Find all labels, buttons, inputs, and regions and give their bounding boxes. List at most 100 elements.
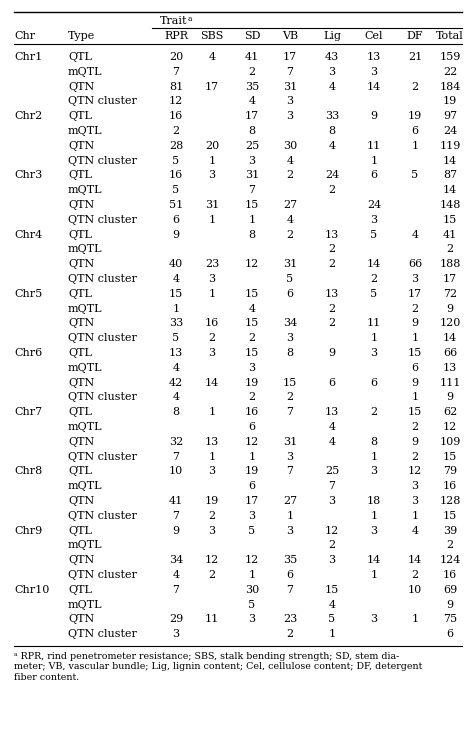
Text: 4: 4: [328, 437, 336, 447]
Text: 2: 2: [248, 67, 255, 77]
Text: 15: 15: [245, 200, 259, 210]
Text: 31: 31: [283, 437, 297, 447]
Text: Chr2: Chr2: [14, 111, 42, 121]
Text: QTN cluster: QTN cluster: [68, 333, 137, 343]
Text: 27: 27: [283, 200, 297, 210]
Text: 15: 15: [443, 215, 457, 225]
Text: 16: 16: [169, 111, 183, 121]
Text: 6: 6: [411, 126, 419, 136]
Text: 1: 1: [371, 570, 378, 580]
Text: 4: 4: [248, 304, 255, 314]
Text: QTN cluster: QTN cluster: [68, 96, 137, 106]
Text: 30: 30: [245, 585, 259, 595]
Text: QTN: QTN: [68, 378, 94, 387]
Text: 9: 9: [447, 304, 454, 314]
Text: 184: 184: [439, 82, 461, 92]
Text: 87: 87: [443, 171, 457, 180]
Text: 17: 17: [443, 274, 457, 284]
Text: QTL: QTL: [68, 171, 92, 180]
Text: QTN cluster: QTN cluster: [68, 511, 137, 521]
Text: 6: 6: [411, 362, 419, 373]
Text: 19: 19: [245, 466, 259, 477]
Text: 9: 9: [447, 393, 454, 402]
Text: 2: 2: [209, 570, 216, 580]
Text: 16: 16: [443, 570, 457, 580]
Text: 19: 19: [245, 378, 259, 387]
Text: 3: 3: [371, 67, 378, 77]
Text: 33: 33: [169, 318, 183, 329]
Text: 62: 62: [443, 407, 457, 417]
Text: QTN: QTN: [68, 141, 94, 151]
Text: 13: 13: [325, 289, 339, 299]
Text: Chr: Chr: [14, 31, 35, 41]
Text: Total: Total: [436, 31, 464, 41]
Text: 1: 1: [328, 629, 336, 639]
Text: 1: 1: [411, 511, 419, 521]
Text: QTN: QTN: [68, 318, 94, 329]
Text: QTL: QTL: [68, 348, 92, 358]
Text: 3: 3: [209, 171, 216, 180]
Text: 148: 148: [439, 200, 461, 210]
Text: 3: 3: [286, 96, 293, 106]
Text: 34: 34: [283, 318, 297, 329]
Text: 66: 66: [443, 348, 457, 358]
Text: 2: 2: [248, 393, 255, 402]
Text: 4: 4: [328, 141, 336, 151]
Text: 12: 12: [169, 96, 183, 106]
Text: 2: 2: [209, 511, 216, 521]
Text: RPR: RPR: [164, 31, 188, 41]
Text: 3: 3: [411, 481, 419, 491]
Text: 7: 7: [173, 67, 180, 77]
Text: QTL: QTL: [68, 111, 92, 121]
Text: 31: 31: [245, 171, 259, 180]
Text: mQTL: mQTL: [68, 362, 102, 373]
Text: QTN: QTN: [68, 259, 94, 269]
Text: Trait: Trait: [160, 16, 188, 26]
Text: 23: 23: [283, 614, 297, 624]
Text: 17: 17: [205, 82, 219, 92]
Text: QTN cluster: QTN cluster: [68, 215, 137, 225]
Text: 19: 19: [443, 96, 457, 106]
Text: 27: 27: [283, 496, 297, 506]
Text: 15: 15: [245, 289, 259, 299]
Text: 3: 3: [173, 629, 180, 639]
Text: 5: 5: [371, 229, 378, 240]
Text: 11: 11: [367, 141, 381, 151]
Text: QTN cluster: QTN cluster: [68, 274, 137, 284]
Text: 12: 12: [408, 466, 422, 477]
Text: 14: 14: [443, 156, 457, 165]
Text: 8: 8: [173, 407, 180, 417]
Text: 2: 2: [328, 318, 336, 329]
Text: QTN: QTN: [68, 82, 94, 92]
Text: 2: 2: [411, 570, 419, 580]
Text: 17: 17: [408, 289, 422, 299]
Text: 81: 81: [169, 82, 183, 92]
Text: QTN: QTN: [68, 200, 94, 210]
Text: 11: 11: [367, 318, 381, 329]
Text: 1: 1: [209, 156, 216, 165]
Text: 9: 9: [328, 348, 336, 358]
Text: 4: 4: [411, 526, 419, 535]
Text: 7: 7: [286, 585, 293, 595]
Text: QTN cluster: QTN cluster: [68, 156, 137, 165]
Text: Chr10: Chr10: [14, 585, 49, 595]
Text: Chr3: Chr3: [14, 171, 42, 180]
Text: 3: 3: [328, 67, 336, 77]
Text: 22: 22: [443, 67, 457, 77]
Text: 20: 20: [169, 52, 183, 62]
Text: 3: 3: [209, 348, 216, 358]
Text: 16: 16: [205, 318, 219, 329]
Text: 14: 14: [408, 555, 422, 566]
Text: Chr5: Chr5: [14, 289, 42, 299]
Text: 7: 7: [173, 452, 180, 462]
Text: 41: 41: [245, 52, 259, 62]
Text: VB: VB: [282, 31, 298, 41]
Text: 4: 4: [328, 599, 336, 610]
Text: 24: 24: [367, 200, 381, 210]
Text: 16: 16: [443, 481, 457, 491]
Text: 39: 39: [443, 526, 457, 535]
Text: 2: 2: [447, 244, 454, 254]
Text: a: a: [188, 15, 192, 23]
Text: 14: 14: [367, 259, 381, 269]
Text: 41: 41: [443, 229, 457, 240]
